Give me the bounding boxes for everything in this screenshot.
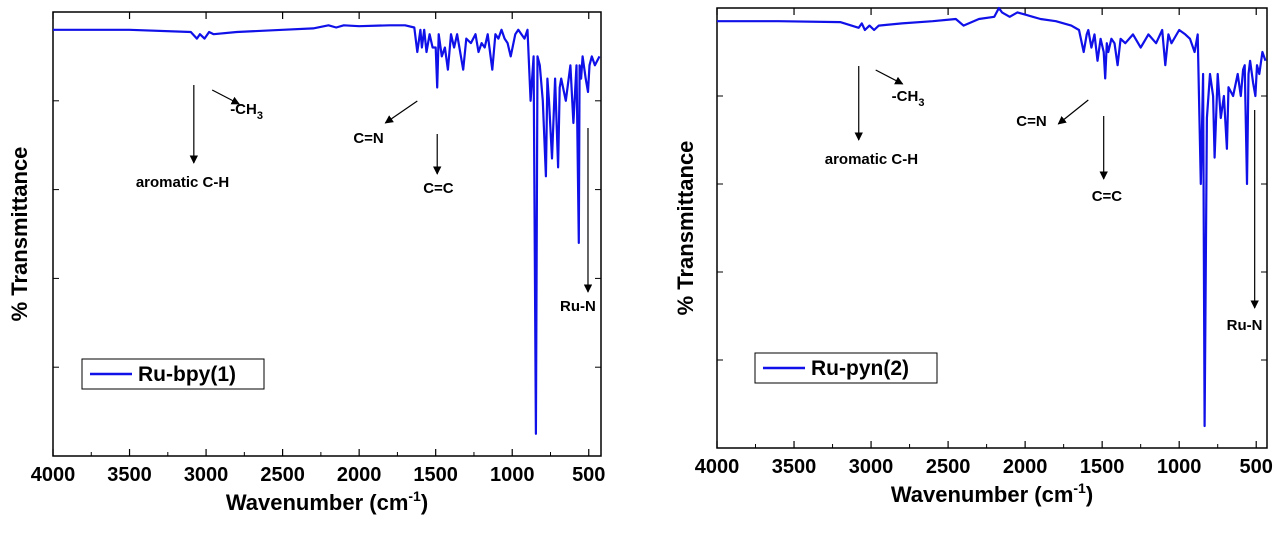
annotation-arrow <box>211 89 240 105</box>
x-tick-label: 500 <box>1240 456 1273 478</box>
plot-frame <box>716 7 1268 449</box>
legend: Ru-bpy(1) <box>81 358 265 390</box>
chart-panel-2: 4000 3500 3000 2500 2000 1500 1000 500 Wavenumbe… <box>673 6 1273 507</box>
x-tick-label: 2500 <box>260 464 305 486</box>
annotation-label: aromatic C-H <box>136 174 229 191</box>
series-line-Ru-bpy(1) <box>53 24 601 435</box>
x-tick-label: 500 <box>572 464 605 486</box>
annotation-label: C=N <box>353 130 383 147</box>
x-tick-label: 4000 <box>695 456 740 478</box>
y-axis-title: % Transmittance <box>7 147 32 322</box>
annotation-ch3: -CH3 <box>211 89 263 122</box>
x-axis-title: Wavenumber (cm-1) <box>891 480 1093 507</box>
x-tick-label: 3500 <box>107 464 152 486</box>
x-tick-label: 3000 <box>184 464 229 486</box>
annotation-label: Ru-N <box>1227 317 1263 334</box>
plot-frame <box>52 11 602 457</box>
annotation-c-c: C=C <box>1092 116 1123 205</box>
x-tick-label: 3000 <box>849 456 894 478</box>
annotation-arrow <box>1057 99 1089 125</box>
legend-label: Ru-pyn(2) <box>811 357 909 380</box>
chart-panel-1: 4000 3500 3000 2500 2000 1500 1000 500 Wavenumbe… <box>7 11 605 515</box>
x-tick-label: 1000 <box>1157 456 1202 478</box>
x-tick-label: 2000 <box>1003 456 1048 478</box>
y-axis-title: % Transmittance <box>673 141 698 316</box>
legend-label: Ru-bpy(1) <box>138 363 236 386</box>
annotation-label: -CH3 <box>892 88 925 109</box>
annotation-ru-n: Ru-N <box>560 128 596 315</box>
x-tick-label: 2000 <box>337 464 382 486</box>
x-tick-label: 4000 <box>31 464 76 486</box>
annotation-ch3: -CH3 <box>875 69 925 109</box>
x-axis-title: Wavenumber (cm-1) <box>226 488 428 515</box>
x-tick-label: 1000 <box>490 464 535 486</box>
annotation-arrow <box>875 69 904 85</box>
legend: Ru-pyn(2) <box>754 352 938 384</box>
annotation-aromatic-ch: aromatic C-H <box>825 66 918 168</box>
annotation-c-c: C=C <box>423 134 454 197</box>
x-tick-label: 1500 <box>413 464 458 486</box>
x-tick-label: 3500 <box>772 456 817 478</box>
annotation-label: C=C <box>423 180 454 197</box>
annotation-label: -CH3 <box>230 101 263 122</box>
annotation-label: C=C <box>1092 188 1123 205</box>
annotation-label: C=N <box>1016 113 1046 130</box>
annotation-aromatic-ch: aromatic C-H <box>136 85 229 191</box>
annotation-arrow <box>384 100 418 124</box>
x-tick-label: 1500 <box>1080 456 1125 478</box>
x-tick-label: 2500 <box>926 456 971 478</box>
annotation-label: Ru-N <box>560 298 596 315</box>
annotation-c-n: C=N <box>1016 99 1089 130</box>
annotation-label: aromatic C-H <box>825 151 918 168</box>
annotation-c-n: C=N <box>353 100 418 147</box>
annotation-ru-n: Ru-N <box>1227 110 1263 334</box>
series-line-Ru-pyn(2) <box>717 6 1267 428</box>
